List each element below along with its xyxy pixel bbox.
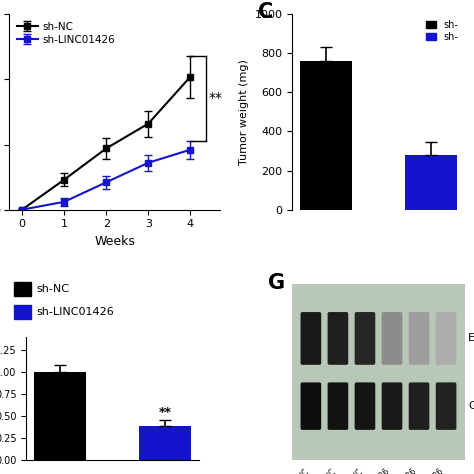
FancyBboxPatch shape [436, 312, 456, 365]
Text: C: C [258, 2, 273, 22]
Y-axis label: Tumor weight (mg): Tumor weight (mg) [239, 59, 249, 165]
FancyBboxPatch shape [301, 312, 321, 365]
Text: sh-NC: sh-NC [289, 467, 311, 474]
FancyBboxPatch shape [328, 312, 348, 365]
FancyBboxPatch shape [355, 312, 375, 365]
Text: sh-LINC01426: sh-LINC01426 [37, 307, 115, 317]
FancyBboxPatch shape [382, 383, 402, 430]
Text: sh-NC: sh-NC [316, 467, 338, 474]
Bar [14, 305, 30, 319]
X-axis label: Weeks: Weeks [94, 235, 135, 248]
Text: **: ** [209, 91, 223, 105]
Text: sh-LINC01426: sh-LINC01426 [375, 467, 419, 474]
FancyBboxPatch shape [409, 312, 429, 365]
Text: sh-LINC01426: sh-LINC01426 [348, 467, 392, 474]
Text: sh-LINC01426: sh-LINC01426 [402, 467, 446, 474]
Text: sh-NC: sh-NC [343, 467, 365, 474]
Text: sh-NC: sh-NC [37, 284, 70, 294]
Text: ETS1: ETS1 [468, 333, 474, 344]
FancyBboxPatch shape [436, 383, 456, 430]
Legend: sh-NC, sh-LINC01426: sh-NC, sh-LINC01426 [15, 19, 118, 47]
FancyBboxPatch shape [328, 383, 348, 430]
FancyBboxPatch shape [409, 383, 429, 430]
Bar [404, 155, 456, 210]
Legend: sh-, sh-: sh-, sh- [425, 19, 460, 43]
FancyBboxPatch shape [382, 312, 402, 365]
FancyBboxPatch shape [301, 383, 321, 430]
Text: G: G [268, 273, 285, 293]
Text: GAPDH: GAPDH [468, 401, 474, 411]
Bar [14, 282, 30, 296]
Bar [300, 61, 352, 210]
FancyBboxPatch shape [355, 383, 375, 430]
